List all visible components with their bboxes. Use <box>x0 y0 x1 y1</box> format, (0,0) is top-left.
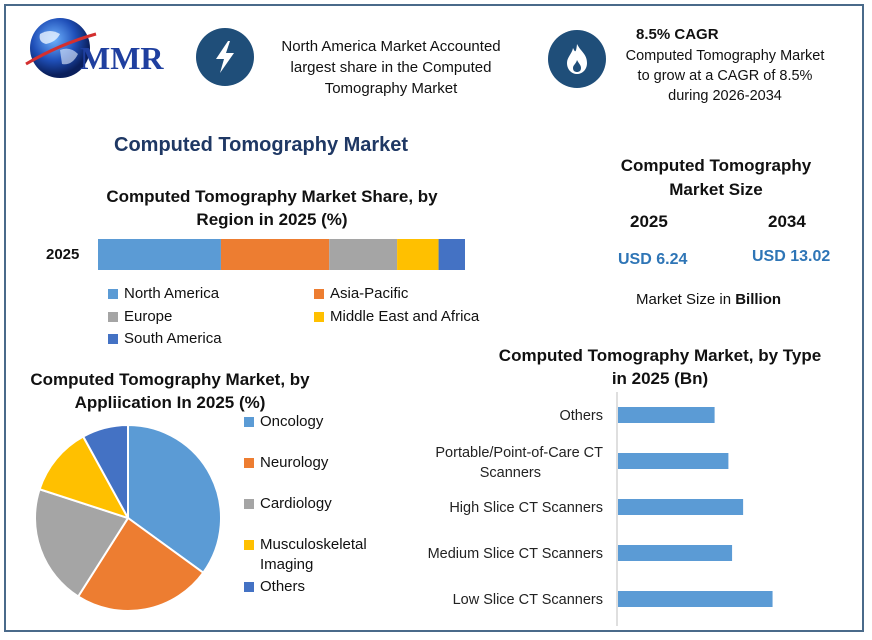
mmr-logo: MMR <box>16 14 176 84</box>
application-pie-chart <box>34 423 222 612</box>
region-legend-item: Middle East and Africa <box>314 308 479 325</box>
legend-label: Musculoskeletal Imaging <box>260 536 367 573</box>
year-2034: 2034 <box>768 212 806 231</box>
legend-label: Middle East and Africa <box>330 308 480 325</box>
info2-text: Computed Tomography Market to grow at a … <box>625 48 825 104</box>
cagr-title: 8.5% CAGR <box>636 26 719 43</box>
info-flame-badge <box>548 30 606 88</box>
region-category-label: 2025 <box>46 246 80 263</box>
market-size-note: Market Size in Billion <box>636 291 781 308</box>
legend-swatch <box>244 417 254 427</box>
application-legend-item: Neurology <box>244 453 378 473</box>
logo-text: MMR <box>80 40 164 76</box>
type-bar-chart: Others Portable/Point-of-Care CT Scanners H… <box>428 392 773 626</box>
legend-swatch <box>314 311 324 322</box>
application-legend-item: Others <box>244 577 378 597</box>
type-category-label: High Slice CT Scanners <box>449 500 603 516</box>
info1-text: North America Market Accounted largest s… <box>281 38 501 97</box>
legend-swatch <box>108 288 118 299</box>
region-bar-segment-north-america <box>98 239 221 270</box>
type-category-label: Others <box>559 408 603 424</box>
application-legend-item: Cardiology <box>244 494 378 514</box>
pie-slice-cardiology <box>34 488 130 598</box>
legend-label: Asia-Pacific <box>330 285 409 302</box>
region-legend-item: Europe <box>108 308 172 325</box>
legend-swatch <box>244 458 254 468</box>
type-category-label: Portable/Point-of-Care CT Scanners <box>435 445 603 481</box>
type-bar-medium-slice-ct-scanners <box>618 545 733 561</box>
application-legend-item: Musculoskeletal Imaging <box>244 535 378 575</box>
value-2025: USD 6.24 <box>618 251 688 268</box>
legend-label: Europe <box>124 308 173 325</box>
legend-swatch <box>108 311 118 322</box>
region-bar-segment-asia-pacific <box>220 239 330 270</box>
type-bar-high-slice-ct-scanners <box>618 499 744 515</box>
legend-swatch <box>244 582 254 592</box>
pie-slice-musculoskeletal-imaging <box>38 435 131 520</box>
market-size-title: Computed Tomography Market Size <box>620 156 812 199</box>
legend-swatch <box>244 540 254 550</box>
infographic-frame <box>4 4 864 632</box>
globe-icon <box>25 18 97 78</box>
type-bar-low-slice-ct-scanners <box>618 591 773 607</box>
pie-slice-others <box>81 423 129 519</box>
legend-label: North America <box>124 285 220 302</box>
region-bar-segment-middle-east-and-africa <box>397 239 439 270</box>
legend-swatch <box>108 333 118 344</box>
legend-swatch <box>244 499 254 509</box>
region-stacked-bar <box>98 239 465 270</box>
info-lightning-badge <box>196 28 254 86</box>
note-prefix: Market Size in <box>636 291 736 308</box>
application-chart-title: Computed Tomography Market, by Appliicat… <box>30 370 310 412</box>
pie-slice-neurology <box>76 516 205 612</box>
type-category-label: Low Slice CT Scanners <box>453 592 603 608</box>
region-bar-segment-europe <box>329 239 398 270</box>
type-chart-title: Computed Tomography Market, by Type in 2… <box>498 346 822 388</box>
main-title: Computed Tomography Market <box>114 134 409 156</box>
year-2025: 2025 <box>630 212 668 231</box>
legend-label: Others <box>260 578 306 595</box>
type-category-label: Medium Slice CT Scanners <box>428 546 603 562</box>
region-bar-segment-south-america <box>438 239 465 270</box>
region-legend-item: North America <box>108 285 219 302</box>
legend-label: Neurology <box>260 454 329 471</box>
lightning-icon <box>216 41 234 73</box>
type-bar-others <box>618 407 715 423</box>
value-2034: USD 13.02 <box>752 248 831 265</box>
type-bar-portable-point-of-care-ct-scanners <box>618 453 729 469</box>
region-legend-item: Asia-Pacific <box>314 285 408 302</box>
legend-label: Oncology <box>260 413 324 430</box>
region-legend-item: South America <box>108 330 222 347</box>
note-unit: Billion <box>735 291 782 308</box>
region-chart-title: Computed Tomography Market Share, by Reg… <box>106 187 438 229</box>
legend-swatch <box>314 288 324 299</box>
legend-label: South America <box>124 330 222 347</box>
pie-slice-oncology <box>127 423 222 575</box>
legend-label: Cardiology <box>260 495 332 512</box>
flame-icon <box>567 44 587 74</box>
application-legend-item: Oncology <box>244 412 378 432</box>
